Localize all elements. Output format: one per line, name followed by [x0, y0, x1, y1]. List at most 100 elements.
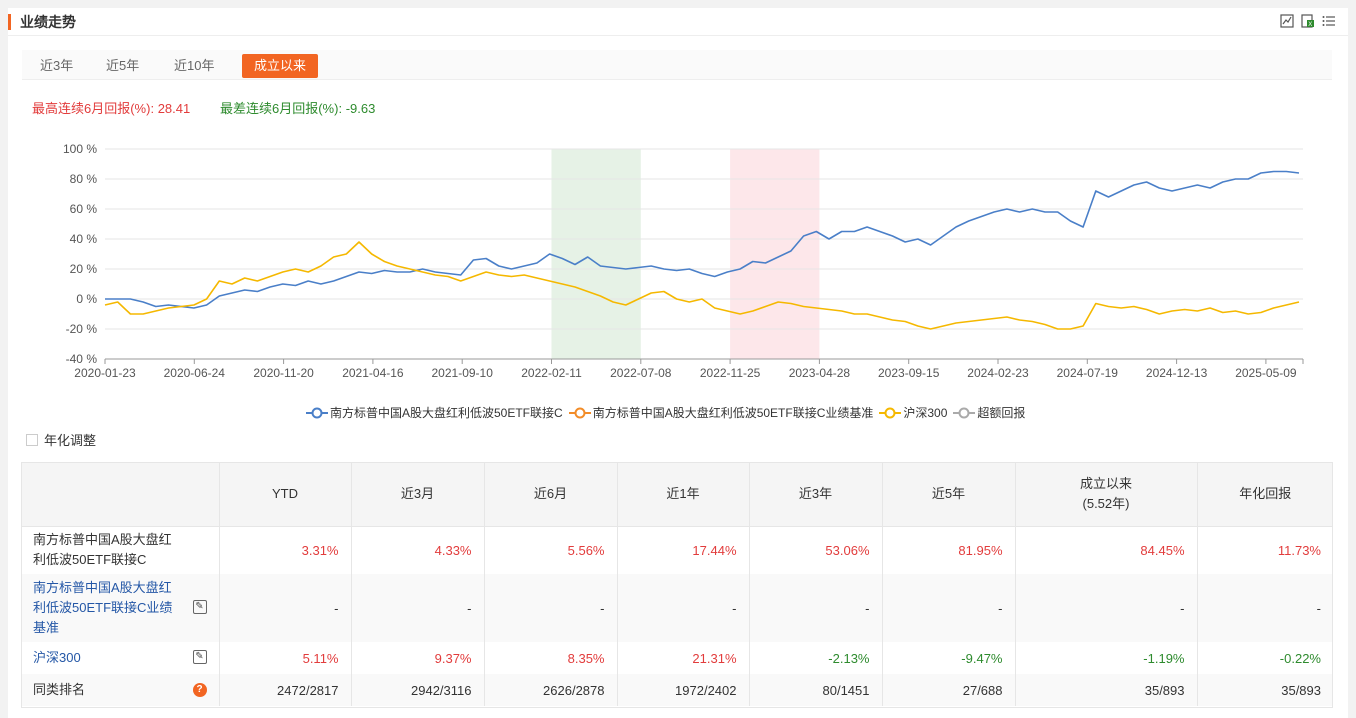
- annualize-toggle[interactable]: 年化调整: [26, 430, 96, 449]
- series-line[interactable]: [105, 170, 1300, 309]
- x-tick-label: 2023-04-28: [789, 366, 851, 380]
- excel-export-icon[interactable]: X: [1301, 14, 1315, 28]
- tab-3y[interactable]: 近3年: [40, 58, 74, 73]
- table-header-1y: 近1年: [617, 462, 750, 527]
- table-cell: -: [749, 574, 883, 642]
- tab-5y[interactable]: 近5年: [106, 58, 140, 73]
- table-cell: 4.33%: [351, 526, 485, 574]
- table-cell: 21.31%: [617, 642, 750, 674]
- performance-chart[interactable]: 100 %80 %60 %40 %20 %0 %-20 %-40 %2020-0…: [8, 8, 1348, 398]
- since-label: 成立以来: [1079, 475, 1132, 491]
- panel-header: 业绩走势 X: [8, 8, 1348, 36]
- legend-item[interactable]: 超额回报: [953, 404, 1025, 421]
- table-cell: 3.31%: [219, 526, 352, 574]
- y-tick-label: -40 %: [66, 352, 98, 366]
- table-cell: -: [351, 574, 485, 642]
- max-6m-return: 最高连续6月回报(%): 28.41: [32, 98, 190, 117]
- annualize-label: 年化调整: [44, 433, 97, 448]
- svg-text:X: X: [1308, 22, 1312, 28]
- table-header-name: [21, 462, 220, 527]
- x-tick-label: 2021-09-10: [432, 366, 494, 380]
- tab-10y[interactable]: 近10年: [174, 58, 215, 73]
- table-cell: -1.19%: [1015, 642, 1198, 674]
- x-tick-label: 2024-02-23: [967, 366, 1029, 380]
- table-header-since: 成立以来 (5.52年): [1015, 462, 1198, 527]
- period-tabs: 近3年 近5年 近10年 成立以来: [22, 50, 1332, 80]
- x-tick-label: 2020-01-23: [74, 366, 136, 380]
- x-tick-label: 2023-09-15: [878, 366, 940, 380]
- legend-label: 沪深300: [903, 406, 948, 420]
- table-header-ytd: YTD: [219, 462, 352, 527]
- y-tick-label: -20 %: [66, 322, 98, 336]
- table-cell: -: [484, 574, 618, 642]
- table-cell: 27/688: [882, 674, 1016, 706]
- legend-marker: [879, 407, 902, 419]
- table-cell: 2472/2817: [219, 674, 352, 706]
- table-cell: 9.37%: [351, 642, 485, 674]
- chart-legend: 南方标普中国A股大盘红利低波50ETF联接C 南方标普中国A股大盘红利低波50ET…: [306, 404, 1031, 420]
- x-tick-label: 2025-05-09: [1235, 366, 1297, 380]
- table-cell: -: [1197, 574, 1333, 642]
- x-tick-label: 2020-06-24: [164, 366, 226, 380]
- table-cell: 2626/2878: [484, 674, 618, 706]
- table-cell: 84.45%: [1015, 526, 1198, 574]
- row-name-link[interactable]: 沪深300: [33, 650, 81, 665]
- list-menu-icon[interactable]: [1322, 14, 1336, 28]
- legend-item[interactable]: 南方标普中国A股大盘红利低波50ETF联接C业绩基准: [568, 404, 873, 421]
- table-cell: 8.35%: [484, 642, 618, 674]
- table-cell: 35/893: [1015, 674, 1198, 706]
- table-cell: 17.44%: [617, 526, 750, 574]
- table-cell: -2.13%: [749, 642, 883, 674]
- row-name-cell: 沪深300 ✎: [21, 642, 220, 674]
- shaded-range: [730, 149, 820, 359]
- legend-marker: [953, 407, 976, 419]
- x-tick-label: 2022-02-11: [521, 366, 582, 380]
- legend-item[interactable]: 沪深300: [879, 404, 947, 421]
- table-header-5y: 近5年: [882, 462, 1016, 527]
- table-header-3m: 近3月: [351, 462, 485, 527]
- edit-icon[interactable]: ✎: [192, 600, 207, 614]
- legend-item[interactable]: 南方标普中国A股大盘红利低波50ETF联接C: [306, 404, 563, 421]
- series-line[interactable]: [104, 241, 1300, 330]
- table-cell: 11.73%: [1197, 526, 1333, 574]
- legend-label: 超额回报: [977, 406, 1026, 420]
- x-tick-label: 2021-04-16: [342, 366, 404, 380]
- table-header-3y: 近3年: [749, 462, 883, 527]
- x-tick-label: 2024-12-13: [1146, 366, 1208, 380]
- edit-icon[interactable]: ✎: [192, 650, 207, 664]
- row-name-cell: 同类排名?: [21, 674, 220, 706]
- table-cell: 80/1451: [749, 674, 883, 706]
- table-cell: -: [219, 574, 352, 642]
- table-cell: 35/893: [1197, 674, 1333, 706]
- shaded-range: [551, 149, 641, 359]
- table-cell: 81.95%: [882, 526, 1016, 574]
- row-name: 南方标普中国A股大盘红利低波50ETF联接C: [33, 532, 172, 568]
- table-cell: -: [617, 574, 750, 642]
- x-tick-label: 2020-11-20: [253, 366, 314, 380]
- table-row: 同类排名? 2472/2817 2942/3116 2626/2878 1972/240…: [21, 674, 1333, 706]
- row-name-cell: 南方标普中国A股大盘红利低波50ETF联接C业绩基准 ✎: [21, 574, 220, 642]
- y-tick-label: 0 %: [76, 292, 97, 306]
- max-6m-return-label: 最高连续6月回报(%):: [32, 101, 155, 116]
- y-tick-label: 20 %: [70, 262, 98, 276]
- tab-since-inception[interactable]: 成立以来: [242, 54, 319, 78]
- max-6m-return-value: 28.41: [157, 101, 191, 116]
- chart-toggle-icon[interactable]: [1280, 14, 1294, 28]
- table-cell: 5.56%: [484, 526, 618, 574]
- table-cell: 53.06%: [749, 526, 883, 574]
- table-cell: -9.47%: [882, 642, 1016, 674]
- header-accent-bar: [8, 14, 11, 30]
- row-name-link[interactable]: 南方标普中国A股大盘红利低波50ETF联接C业绩基准: [33, 580, 173, 635]
- min-6m-return-value: -9.63: [345, 101, 376, 116]
- y-tick-label: 100 %: [63, 142, 97, 156]
- table-cell: -: [1015, 574, 1198, 642]
- y-tick-label: 80 %: [70, 172, 98, 186]
- table-header-annual: 年化回报: [1197, 462, 1333, 527]
- legend-marker: [568, 407, 591, 419]
- help-icon[interactable]: ?: [192, 683, 207, 697]
- legend-label: 南方标普中国A股大盘红利低波50ETF联接C: [330, 406, 563, 420]
- x-tick-label: 2024-07-19: [1057, 366, 1119, 380]
- table-header-6m: 近6月: [484, 462, 618, 527]
- annualize-checkbox[interactable]: [26, 434, 38, 446]
- table-row: 沪深300 ✎ 5.11% 9.37% 8.35% 21.31% -2.13% -9.47% -…: [21, 642, 1333, 674]
